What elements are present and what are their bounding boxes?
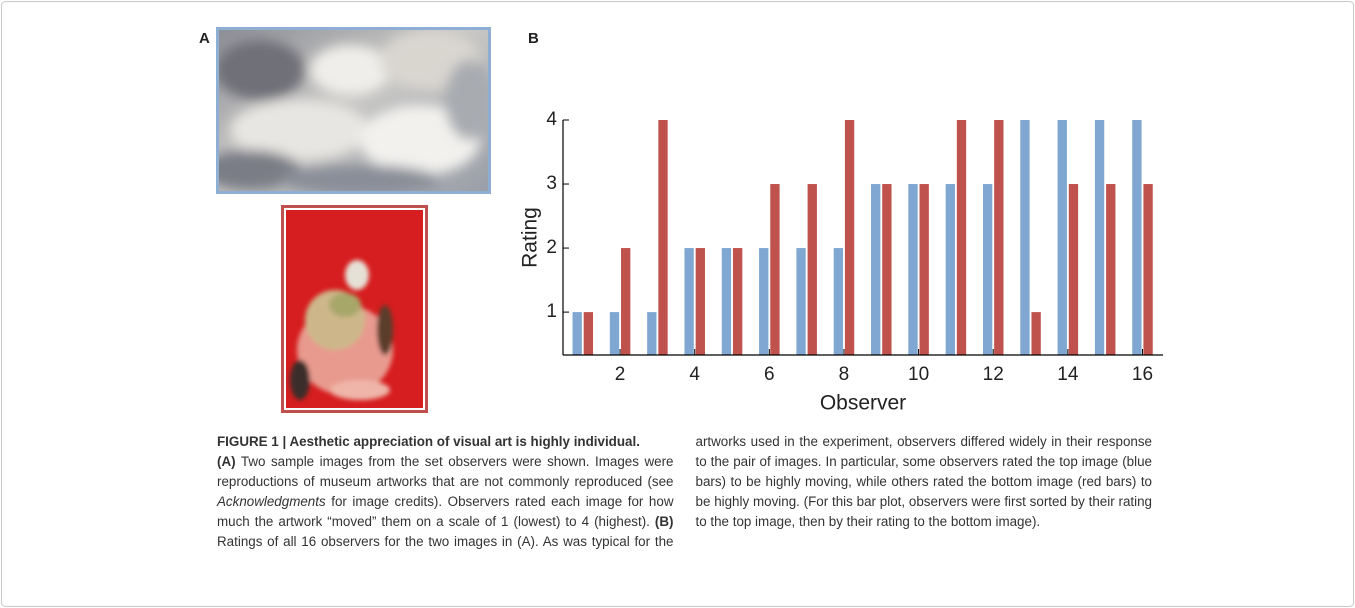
x-axis-label: Observer xyxy=(820,392,906,415)
bar xyxy=(647,312,656,355)
caption-text: (A) xyxy=(217,454,236,469)
bar xyxy=(733,248,742,355)
caption-text: FIGURE 1 | Aesthetic appreciation of vis… xyxy=(217,432,674,452)
y-tick-label: 2 xyxy=(546,237,557,258)
x-tick-label: 14 xyxy=(1057,364,1079,385)
bar xyxy=(770,184,779,355)
y-tick-label: 1 xyxy=(546,301,557,322)
y-axis-label: Rating xyxy=(519,207,542,268)
bar xyxy=(1069,184,1078,355)
bar xyxy=(834,248,843,355)
bar xyxy=(908,184,917,355)
bar xyxy=(722,248,731,355)
x-tick-label: 12 xyxy=(983,364,1004,385)
panel-label: A xyxy=(199,30,210,47)
bar xyxy=(573,312,582,355)
bar xyxy=(920,184,929,355)
caption-text: (B) xyxy=(655,514,674,529)
x-tick-label: 16 xyxy=(1132,364,1153,385)
bar xyxy=(808,184,817,355)
caption: FIGURE 1 | Aesthetic appreciation of vis… xyxy=(217,432,1152,552)
x-tick-label: 6 xyxy=(764,364,775,385)
page: A B 1 xyxy=(0,0,1355,608)
bar xyxy=(957,120,966,355)
bar xyxy=(882,184,891,355)
caption-text: Ratings of all 16 observers for the two … xyxy=(217,434,1152,549)
y-tick-label: 4 xyxy=(546,109,557,130)
bar xyxy=(759,248,768,355)
bar xyxy=(1106,184,1115,355)
bar xyxy=(946,184,955,355)
bar xyxy=(1031,312,1040,355)
bar xyxy=(871,184,880,355)
bar xyxy=(696,248,705,355)
bar xyxy=(845,120,854,355)
caption-text: Two sample images from the set observers… xyxy=(217,454,674,489)
panel-label: B xyxy=(528,30,539,47)
x-tick-label: 4 xyxy=(689,364,700,385)
bar xyxy=(796,248,805,355)
bar xyxy=(621,248,630,355)
bar xyxy=(684,248,693,355)
x-tick-label: 10 xyxy=(908,364,929,385)
x-tick-label: 8 xyxy=(839,364,850,385)
bar xyxy=(994,120,1003,355)
bar xyxy=(1020,120,1029,355)
cloud-painting xyxy=(200,29,495,196)
caption-text: Acknowledgments xyxy=(217,494,326,509)
x-tick-label: 2 xyxy=(615,364,626,385)
bar xyxy=(1058,120,1067,355)
bar xyxy=(1143,184,1152,355)
bar xyxy=(983,184,992,355)
bar xyxy=(1132,120,1141,355)
bar xyxy=(584,312,593,355)
bar xyxy=(658,120,667,355)
portrait-painting xyxy=(283,207,427,412)
bar xyxy=(1095,120,1104,355)
bar xyxy=(610,312,619,355)
y-tick-label: 3 xyxy=(546,173,557,194)
